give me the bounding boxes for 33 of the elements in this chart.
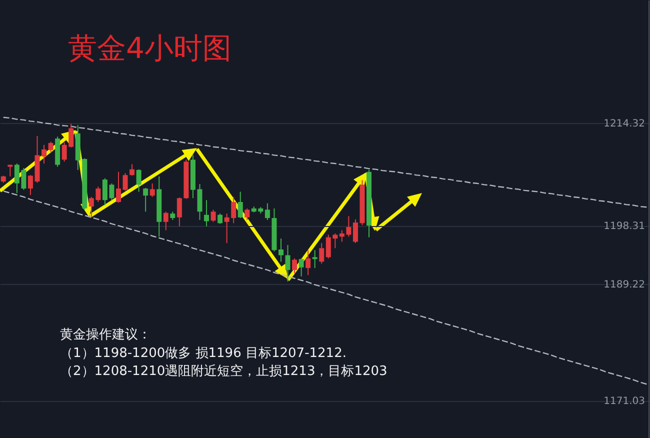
candlestick (319, 242, 324, 264)
candlestick (306, 250, 311, 276)
candlestick (278, 238, 284, 262)
candlestick (143, 187, 148, 212)
candlestick (163, 211, 168, 231)
candlestick (116, 171, 121, 204)
candlestick (48, 141, 54, 152)
candlestick (122, 172, 128, 191)
candlestick (238, 191, 243, 219)
candlestick (264, 202, 270, 220)
line-series (2, 190, 648, 385)
candlestick (176, 197, 182, 227)
line-series (2, 116, 648, 208)
y-tick-label: 1198.31 (604, 221, 645, 232)
y-tick-label: 1189.22 (604, 279, 645, 290)
candlestick (130, 164, 135, 176)
candlestick (218, 213, 223, 224)
y-tick-label: 1214.32 (604, 118, 645, 130)
candlestick (312, 250, 318, 269)
candlestick (150, 182, 155, 198)
text: 黄金4小时图 (68, 31, 232, 65)
candlestick (292, 258, 298, 274)
candlestick (136, 168, 142, 192)
candlestick (42, 144, 47, 164)
candlestick (285, 244, 290, 282)
annotation: （2）1208-1210遇阻附近短空，止损1213，目标1203 (60, 364, 388, 380)
candlestick (204, 200, 210, 227)
y-tick-label: 1171.03 (604, 396, 645, 408)
candlestick (298, 258, 304, 277)
candlestick (210, 209, 216, 222)
annotation: （1）1198-1200做多 损1196 目标1207-1212. (60, 346, 346, 361)
candlestick (244, 208, 250, 220)
annotation: 黄金操作建议： (60, 328, 151, 342)
